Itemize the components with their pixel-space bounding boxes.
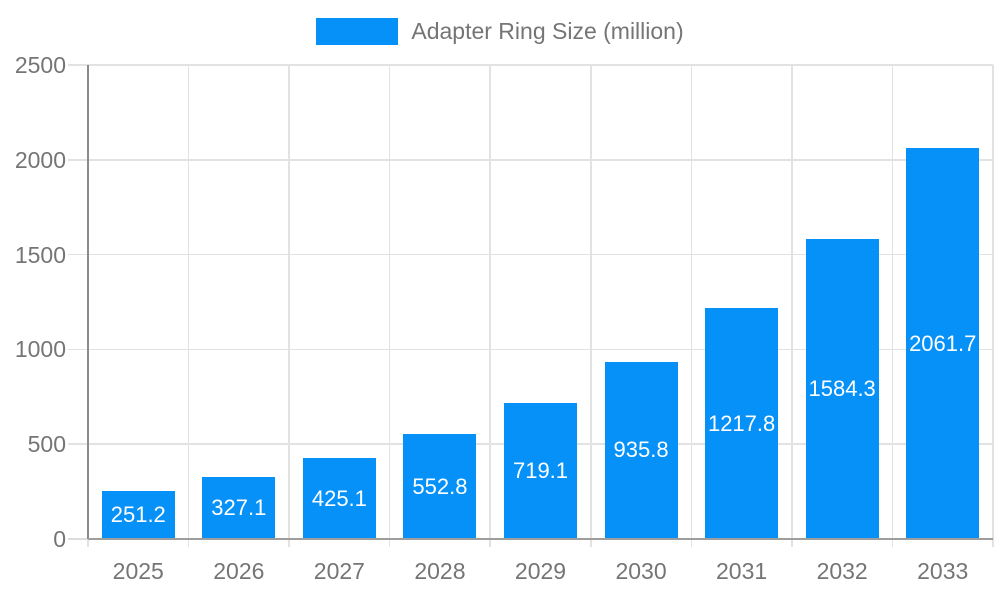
- h-gridline: [68, 253, 993, 256]
- h-gridline: [68, 159, 993, 161]
- bar-value-label: 2061.7: [909, 330, 977, 356]
- x-axis-line: [88, 538, 993, 540]
- plot-area: 251.2 327.1 425.1 552.8 719.1 935.8 1217.8 1584…: [68, 64, 994, 547]
- x-axis-label: 2026: [213, 558, 265, 584]
- bar[interactable]: 1584.3: [805, 238, 879, 539]
- bar[interactable]: 2061.7: [906, 148, 980, 539]
- x-axis-label: 2027: [313, 558, 365, 584]
- v-gridline: [992, 65, 994, 547]
- v-gridline: [388, 65, 391, 547]
- bar-value-label: 327.1: [211, 494, 267, 520]
- y-axis-label: 2000: [14, 146, 66, 173]
- v-gridline: [791, 65, 793, 547]
- legend: Adapter Ring Size (million): [0, 18, 1000, 45]
- h-gridline: [68, 348, 993, 351]
- legend-label: Adapter Ring Size (million): [411, 18, 684, 44]
- y-tick: [68, 538, 88, 540]
- x-axis-label: 2025: [112, 558, 164, 584]
- x-axis-label: 2028: [414, 558, 466, 584]
- legend-swatch-icon: [316, 18, 399, 45]
- y-axis-line: [87, 65, 89, 539]
- y-axis-label: 500: [27, 431, 66, 458]
- x-axis-label: 2031: [716, 558, 768, 584]
- bar[interactable]: 719.1: [504, 402, 577, 539]
- x-axis-label: 2032: [816, 558, 868, 584]
- bar-value-label: 1217.8: [707, 410, 776, 436]
- y-axis-label: 0: [53, 526, 66, 552]
- v-gridline: [891, 65, 894, 547]
- bar-value-label: 251.2: [110, 502, 166, 528]
- bar-value-label: 719.1: [512, 457, 569, 483]
- bar-value-label: 935.8: [613, 437, 669, 463]
- x-axis-label: 2033: [917, 558, 969, 584]
- v-gridline: [690, 65, 693, 547]
- bar-value-label: 552.8: [412, 473, 468, 499]
- y-axis-label: 2500: [14, 52, 66, 78]
- x-axis-label: 2029: [514, 558, 567, 584]
- h-gridline: [68, 64, 993, 66]
- legend-item[interactable]: Adapter Ring Size (million): [316, 18, 684, 45]
- v-gridline: [590, 65, 592, 547]
- bar[interactable]: 935.8: [604, 361, 678, 539]
- bar-value-label: 1584.3: [808, 375, 876, 401]
- v-gridline: [288, 65, 290, 547]
- bar-value-label: 425.1: [311, 485, 367, 511]
- bar[interactable]: 327.1: [202, 476, 276, 539]
- x-axis-label: 2030: [615, 558, 667, 584]
- v-gridline: [187, 65, 190, 547]
- bar[interactable]: 1217.8: [705, 308, 779, 539]
- y-axis-label: 1500: [14, 241, 66, 268]
- bar[interactable]: 425.1: [302, 458, 376, 539]
- v-gridline: [489, 65, 491, 547]
- y-axis-label: 1000: [14, 336, 66, 363]
- bar[interactable]: 251.2: [101, 491, 175, 539]
- bar[interactable]: 552.8: [403, 434, 477, 539]
